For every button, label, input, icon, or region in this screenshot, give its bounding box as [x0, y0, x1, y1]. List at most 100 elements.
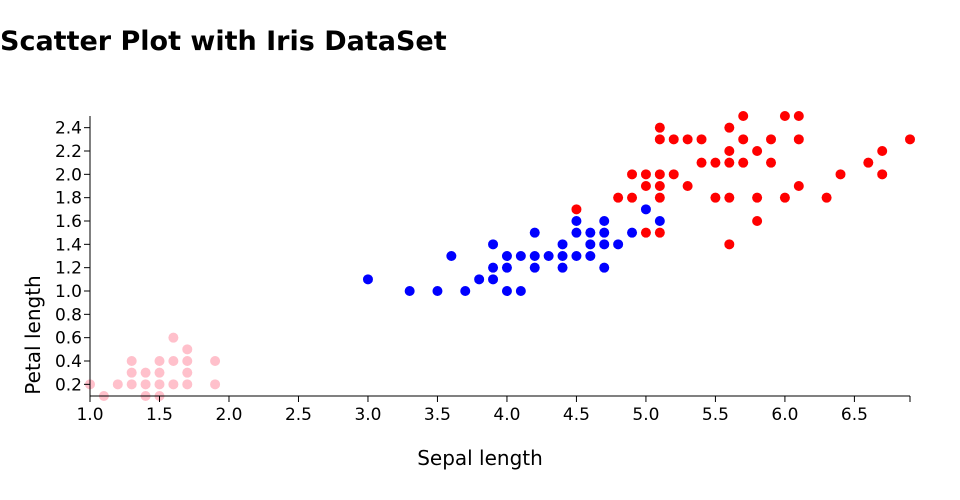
data-point-series-1: [140, 379, 151, 390]
data-point-series-3: [696, 134, 707, 145]
x-tick-label: 6.5: [841, 405, 868, 425]
data-point-series-3: [821, 192, 832, 203]
data-point-series-1: [210, 379, 221, 390]
x-tick-label: 2.0: [215, 405, 242, 425]
data-point-series-3: [654, 169, 665, 180]
y-tick-label: 2.0: [55, 165, 82, 185]
data-point-series-2: [460, 286, 471, 296]
data-point-series-1: [112, 379, 123, 390]
data-point-series-3: [793, 134, 804, 145]
data-point-series-3: [779, 111, 790, 121]
y-tick-label: 2.4: [55, 119, 82, 139]
data-point-series-3: [696, 157, 707, 168]
data-point-series-2: [613, 239, 624, 250]
data-point-series-3: [627, 192, 638, 203]
data-point-series-2: [543, 251, 554, 261]
y-axis-title: Petal length: [21, 275, 45, 394]
y-tick-label: 2.2: [55, 142, 82, 162]
data-point-series-3: [654, 192, 665, 203]
data-point-series-1: [126, 356, 137, 366]
y-tick-label: 0.4: [55, 352, 82, 372]
data-point-series-3: [654, 227, 665, 238]
data-point-series-2: [571, 227, 582, 238]
data-point-series-2: [627, 227, 638, 238]
data-point-series-2: [501, 286, 512, 296]
x-tick-label: 3.5: [424, 405, 451, 425]
data-point-series-2: [599, 227, 610, 238]
x-tick-label: 1.5: [146, 405, 173, 425]
data-point-series-1: [182, 356, 193, 366]
data-point-series-1: [210, 356, 221, 366]
data-point-series-3: [640, 181, 651, 191]
data-point-series-1: [154, 367, 165, 378]
y-tick-label: 1.6: [55, 212, 82, 232]
data-point-series-3: [752, 216, 763, 226]
data-point-series-2: [599, 239, 610, 250]
y-tick-label: 1.8: [55, 189, 82, 209]
y-tick-label: 1.0: [55, 282, 82, 302]
data-point-series-3: [905, 134, 915, 145]
chart-title: Scatter Plot with Iris DataSet: [0, 26, 447, 57]
data-point-series-2: [599, 262, 610, 273]
data-point-series-1: [126, 379, 137, 390]
data-point-series-3: [738, 157, 749, 168]
data-point-series-2: [488, 239, 499, 250]
data-point-series-3: [877, 146, 888, 156]
data-point-series-2: [640, 204, 651, 215]
data-point-series-3: [752, 192, 763, 203]
x-tick-label: 1.0: [76, 405, 103, 425]
data-point-series-3: [654, 181, 665, 191]
data-point-series-2: [529, 262, 540, 273]
data-point-series-3: [738, 134, 749, 145]
data-point-series-2: [515, 286, 526, 296]
data-point-series-2: [446, 251, 457, 261]
y-tick-label: 0.6: [55, 329, 82, 349]
data-point-series-3: [710, 157, 721, 168]
data-point-series-2: [585, 239, 596, 250]
data-point-series-1: [126, 367, 137, 378]
data-point-series-2: [501, 251, 512, 261]
data-point-series-2: [599, 216, 610, 226]
data-point-series-3: [627, 169, 638, 180]
data-point-series-2: [488, 262, 499, 273]
data-point-series-3: [668, 134, 679, 145]
data-point-series-3: [710, 192, 721, 203]
data-point-series-3: [640, 227, 651, 238]
x-tick-label: 2.5: [285, 405, 312, 425]
data-point-series-3: [613, 192, 624, 203]
y-tick-label: 1.2: [55, 259, 82, 279]
y-tick-label: 1.4: [55, 235, 82, 255]
data-point-series-3: [738, 111, 749, 121]
data-point-series-3: [724, 146, 735, 156]
data-point-series-2: [404, 286, 415, 296]
data-point-series-2: [529, 227, 540, 238]
x-tick-label: 6.0: [771, 405, 798, 425]
y-axis-ticks: 0.2 0.4 0.6 0.8 1.0 1.2 1.4 1.6 1.8 2.0 2.2 2.4: [55, 119, 90, 395]
data-point-series-3: [668, 169, 679, 180]
data-point-series-3: [654, 134, 665, 145]
data-point-series-1: [154, 379, 165, 390]
data-point-series-1: [182, 344, 193, 355]
data-point-series-3: [724, 239, 735, 250]
data-point-series-1: [182, 379, 193, 390]
data-point-series-3: [724, 157, 735, 168]
data-point-series-3: [863, 157, 874, 168]
data-point-series-2: [501, 262, 512, 273]
x-tick-label: 4.5: [563, 405, 590, 425]
data-point-series-3: [877, 169, 888, 180]
data-point-series-3: [766, 157, 777, 168]
data-point-series-2: [571, 251, 582, 261]
x-axis-title: Sepal length: [417, 446, 543, 470]
x-tick-label: 4.0: [493, 405, 520, 425]
points-layer: [85, 111, 915, 401]
data-point-series-2: [654, 216, 665, 226]
data-point-series-1: [140, 367, 151, 378]
data-point-series-3: [779, 192, 790, 203]
data-point-series-3: [766, 134, 777, 145]
data-point-series-2: [474, 274, 485, 285]
data-point-series-3: [724, 122, 735, 133]
y-tick-label: 0.8: [55, 305, 82, 325]
data-point-series-3: [682, 181, 693, 191]
data-point-series-3: [752, 146, 763, 156]
